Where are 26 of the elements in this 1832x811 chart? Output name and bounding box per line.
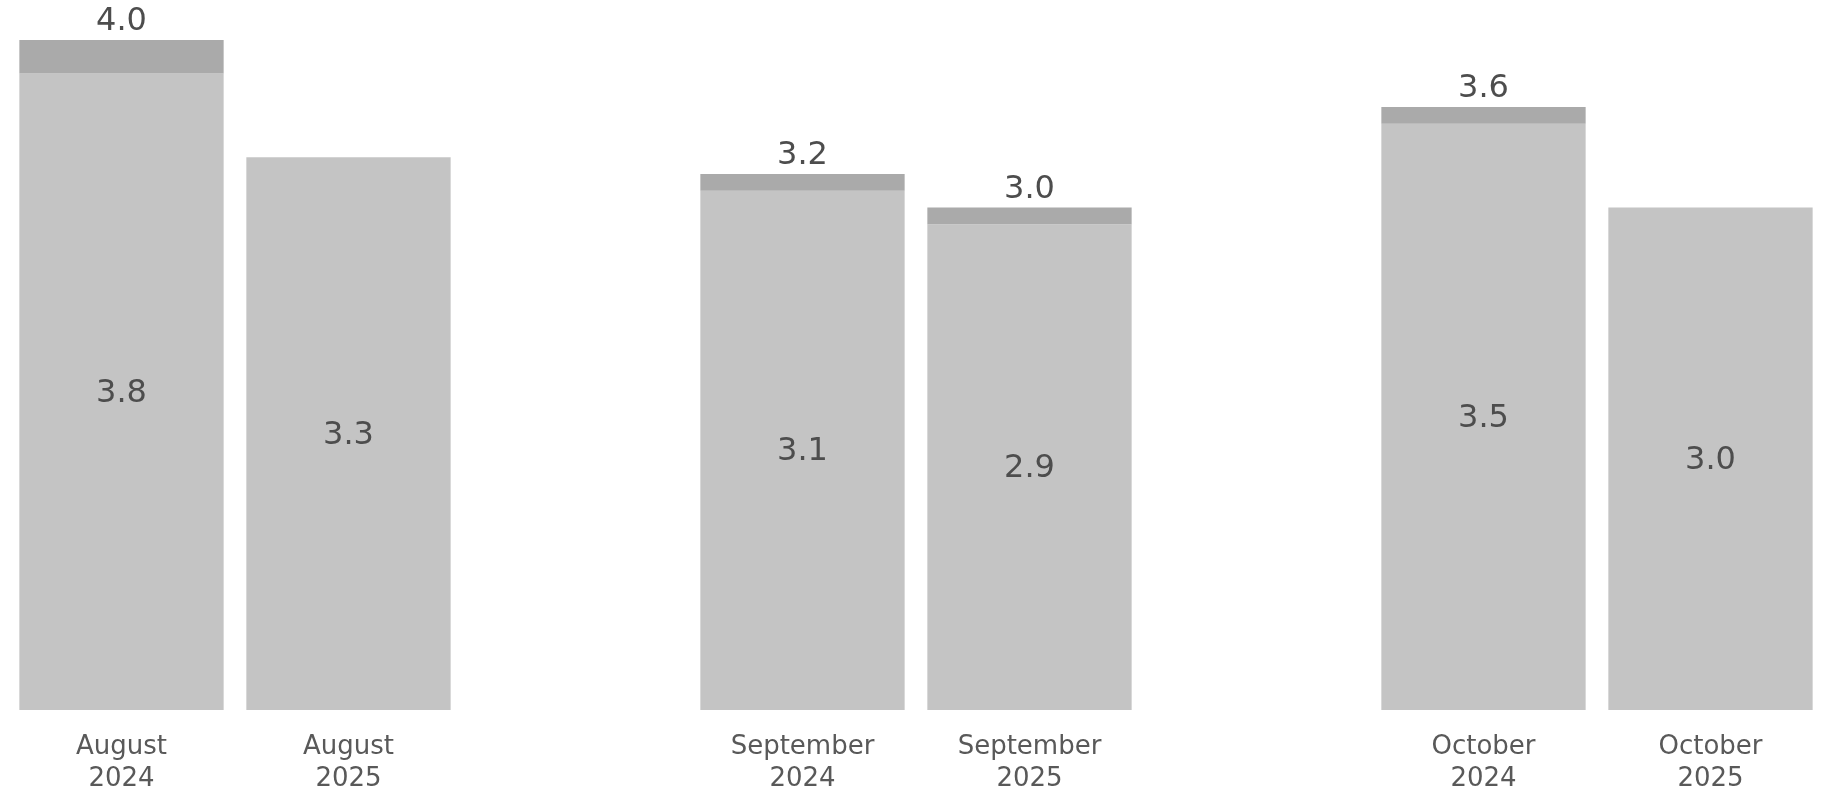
data-label: 3.1 (777, 430, 828, 469)
bar (1608, 207, 1813, 710)
data-label: 3.5 (1458, 396, 1509, 435)
data-label: 3.0 (1685, 438, 1736, 477)
bar (700, 190, 905, 710)
bar (19, 73, 224, 710)
x-tick-label: September 2025 (957, 729, 1102, 792)
x-tick-label: August 2024 (76, 729, 167, 792)
data-label: 2.9 (1004, 447, 1055, 486)
total-label: 3.0 (1004, 167, 1055, 206)
x-tick-label: September 2024 (730, 729, 875, 792)
x-tick-label: October 2024 (1431, 729, 1536, 792)
total-label: 4.0 (96, 0, 147, 38)
data-label: 3.3 (323, 413, 374, 452)
bar (246, 157, 451, 710)
x-tick-label: August 2025 (303, 729, 394, 792)
bar (1381, 107, 1586, 124)
total-label: 3.6 (1458, 67, 1509, 105)
x-tick-label: October 2025 (1658, 729, 1763, 792)
bar (19, 40, 224, 74)
bar (927, 207, 1132, 225)
bar (700, 174, 905, 191)
bar (1381, 123, 1586, 710)
total-label: 3.2 (777, 134, 828, 172)
data-label: 3.8 (96, 371, 147, 410)
bar (927, 224, 1132, 710)
